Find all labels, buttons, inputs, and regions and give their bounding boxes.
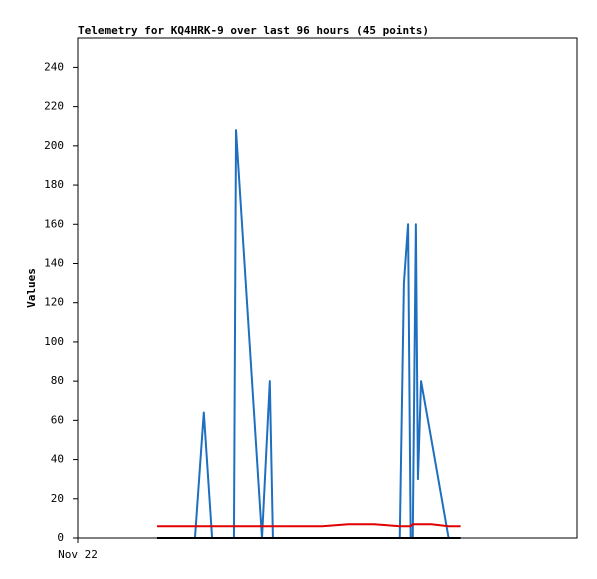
plot-frame [77,37,578,539]
x-tick-label: Nov 22 [58,548,98,561]
series-line [157,523,461,528]
y-tick-label: 80 [51,374,64,387]
y-tick-label: 100 [44,335,64,348]
chart-title: Telemetry for KQ4HRK-9 over last 96 hour… [78,24,429,37]
y-tick-label: 0 [57,531,64,544]
y-tick-label: 220 [44,100,64,113]
y-axis-title: Values [25,268,38,308]
y-tick-label: 140 [44,256,64,269]
y-tick-label: 240 [44,60,64,73]
y-tick-label: 40 [51,453,64,466]
y-tick-label: 60 [51,413,64,426]
y-tick-label: 180 [44,178,64,191]
y-tick-label: 200 [44,139,64,152]
y-tick-label: 20 [51,492,64,505]
y-tick-label: 160 [44,217,64,230]
y-tick-label: 120 [44,296,64,309]
